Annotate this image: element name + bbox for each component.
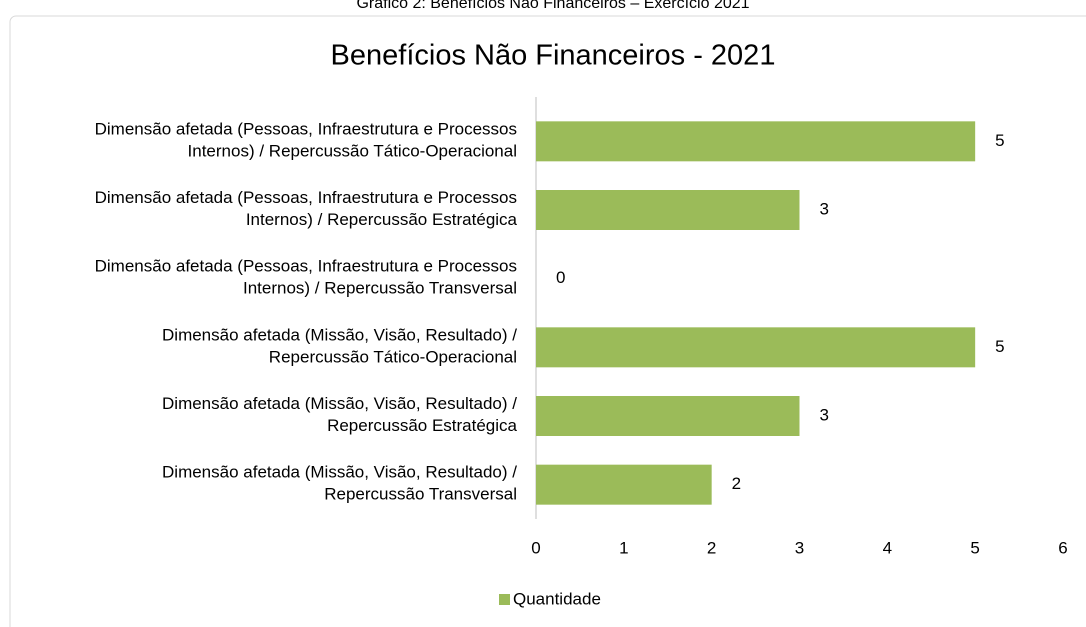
x-tick-label: 5 bbox=[970, 538, 979, 557]
y-tick-label: Dimensão afetada (Pessoas, Infraestrutur… bbox=[95, 188, 518, 229]
caption: Gráfico 2: Benefícios Não Financeiros – … bbox=[356, 0, 749, 12]
legend-label: Quantidade bbox=[513, 589, 601, 608]
bar bbox=[536, 327, 976, 368]
bar bbox=[536, 121, 976, 162]
legend-swatch bbox=[499, 594, 510, 605]
chart-frame bbox=[9, 15, 1086, 627]
y-tick-label: Dimensão afetada (Missão, Visão, Resulta… bbox=[162, 394, 518, 435]
bar bbox=[536, 396, 800, 436]
x-tick-label: 2 bbox=[707, 538, 716, 557]
data-label: 3 bbox=[820, 199, 829, 218]
x-tick-label: 1 bbox=[619, 538, 628, 557]
data-label: 2 bbox=[732, 474, 741, 493]
x-tick-label: 0 bbox=[531, 538, 540, 557]
bar bbox=[536, 464, 712, 505]
chart-title: Benefícios Não Financeiros - 2021 bbox=[331, 40, 776, 72]
x-tick-label: 4 bbox=[883, 538, 892, 557]
data-label: 0 bbox=[556, 268, 565, 287]
data-label: 5 bbox=[995, 337, 1004, 356]
y-tick-label: Dimensão afetada (Missão, Visão, Resulta… bbox=[162, 326, 517, 367]
y-tick-label: Dimensão afetada (Missão, Visão, Resulta… bbox=[162, 463, 517, 504]
data-label: 5 bbox=[995, 131, 1004, 150]
y-tick-label: Dimensão afetada (Pessoas, Infraestrutur… bbox=[95, 120, 517, 161]
bar bbox=[536, 190, 800, 230]
y-tick-label: Dimensão afetada (Pessoas, Infraestrutur… bbox=[95, 257, 517, 298]
x-tick-label: 3 bbox=[795, 538, 804, 557]
x-tick-label: 6 bbox=[1058, 538, 1067, 557]
data-label: 3 bbox=[820, 405, 829, 424]
